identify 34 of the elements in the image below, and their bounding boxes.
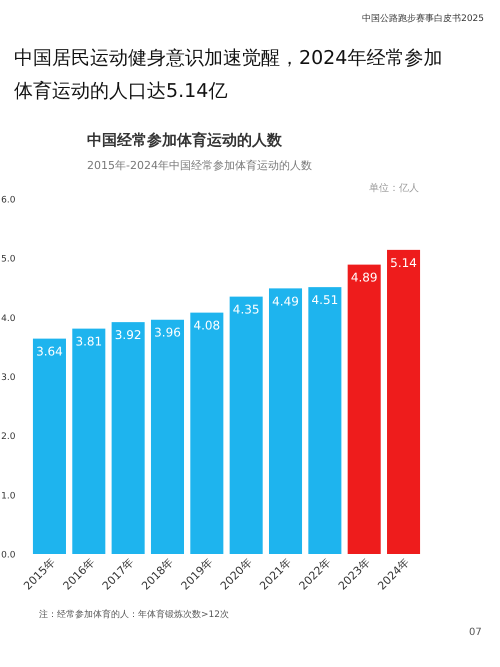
data-label: 3.92 <box>114 328 142 342</box>
y-tick-label: 2.0 <box>1 432 16 442</box>
data-label: 5.14 <box>390 256 417 270</box>
text: 中国公路跑步赛事白皮书2025 <box>362 13 484 24</box>
y-tick-label: 0.0 <box>1 550 16 560</box>
bar <box>112 322 145 554</box>
text: 2015年-2024年中国经常参加体育运动的人数 <box>87 159 312 172</box>
y-tick-label: 3.0 <box>1 373 16 383</box>
data-label: 4.51 <box>311 293 338 308</box>
bar <box>230 296 263 554</box>
data-label: 4.08 <box>193 318 220 333</box>
data-label: 3.64 <box>36 344 63 359</box>
bar <box>268 288 302 554</box>
bar <box>190 312 224 554</box>
y-tick-label: 1.0 <box>1 491 16 502</box>
data-label: 4.89 <box>350 270 378 285</box>
y-tick-label: 4.0 <box>1 314 16 324</box>
text: 07 <box>469 627 482 638</box>
bar <box>387 250 420 554</box>
y-tick-label: 6.0 <box>1 196 16 206</box>
bar <box>348 264 381 554</box>
data-label: 4.49 <box>272 294 299 308</box>
bar <box>32 338 66 554</box>
data-label: 4.35 <box>232 302 260 317</box>
chart-subtitle: 中国经常参加体育运动的人数 <box>87 131 283 149</box>
bar <box>150 320 184 554</box>
data-label: 3.81 <box>75 334 102 349</box>
chart-title: 中国居民运动健身意识加速觉醒，2024年经常参加体育运动的人口达5.14亿 <box>14 47 442 102</box>
bar <box>308 287 342 554</box>
data-label: 3.96 <box>154 326 181 340</box>
text: 单位：亿人 <box>369 182 419 194</box>
bar <box>72 328 106 554</box>
y-tick-label: 5.0 <box>1 254 16 265</box>
text: 注：经常参加体育的人：年体育锻炼次数>12次 <box>39 609 229 620</box>
